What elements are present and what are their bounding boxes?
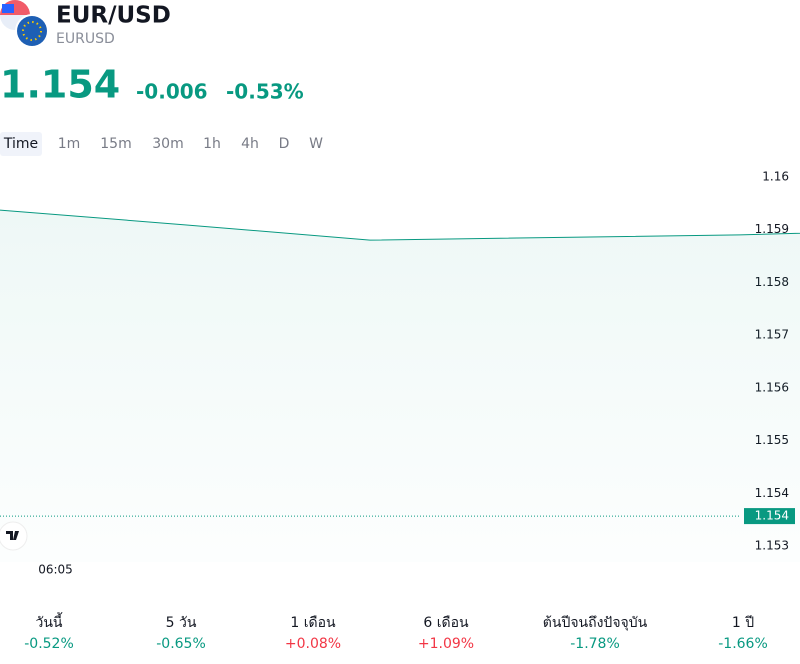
interval-tab[interactable]: 1m — [58, 136, 81, 152]
price: 1.154 — [0, 63, 120, 107]
y-tick-label: 1.159 — [755, 222, 789, 236]
interval-tab[interactable]: 15m — [100, 136, 131, 152]
x-tick-label: 06:05 — [38, 563, 73, 577]
performance-row: วันนี้ -0.52% 5 วัน -0.65% 1 เดือน +0.08% 6 เด… — [24, 612, 768, 652]
symbol: EURUSD — [56, 31, 115, 47]
period-value: +0.08% — [285, 636, 341, 652]
tradingview-logo — [0, 521, 28, 551]
interval-tab[interactable]: W — [309, 136, 323, 152]
period-label[interactable]: 5 วัน — [166, 615, 197, 631]
period-value: -0.52% — [24, 636, 74, 652]
period-label[interactable]: 1 ปี — [732, 615, 754, 631]
currency-flags — [0, 0, 49, 48]
interval-tab[interactable]: Time — [3, 136, 38, 152]
y-tick-label: 1.16 — [762, 169, 789, 183]
period-value: +1.09% — [418, 636, 474, 652]
chart: 1.1531.1541.1551.1561.1571.1581.1591.160… — [0, 169, 800, 577]
interval-tab[interactable]: 1h — [203, 136, 221, 152]
interval-tabs: Time 1m 15m 30m 1h 4h D W — [3, 136, 323, 152]
period-label[interactable]: 6 เดือน — [423, 615, 469, 631]
period-label[interactable]: วันนี้ — [35, 612, 63, 631]
area — [0, 210, 800, 562]
interval-active-bg — [0, 132, 42, 156]
period-value: -1.78% — [570, 636, 620, 652]
last-price-badge — [744, 508, 795, 525]
interval-tab[interactable]: 4h — [241, 136, 259, 152]
change: -0.006 — [136, 80, 208, 104]
change-percent: -0.53% — [226, 80, 304, 104]
period-value: -1.66% — [718, 636, 768, 652]
interval-tab[interactable]: 30m — [152, 136, 183, 152]
last-price-label: 1.154 — [755, 509, 789, 523]
period-label[interactable]: ต้นปีจนถึงปัจจุบัน — [543, 615, 648, 631]
interval-tab[interactable]: D — [279, 136, 290, 152]
period-value: -0.65% — [156, 636, 206, 652]
title: EUR/USD — [56, 3, 171, 29]
period-label[interactable]: 1 เดือน — [290, 615, 336, 631]
